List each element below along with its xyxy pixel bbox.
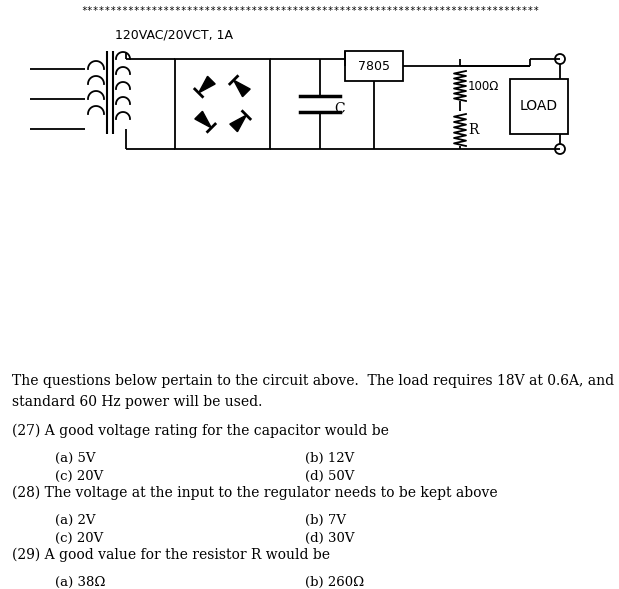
Text: (a) 38Ω: (a) 38Ω bbox=[55, 576, 105, 589]
Text: C: C bbox=[334, 102, 345, 116]
Polygon shape bbox=[233, 80, 250, 97]
Text: (c) 20V: (c) 20V bbox=[55, 470, 103, 483]
Text: 120VAC/20VCT, 1A: 120VAC/20VCT, 1A bbox=[115, 29, 233, 42]
Polygon shape bbox=[195, 111, 211, 128]
Text: (28) The voltage at the input to the regulator needs to be kept above: (28) The voltage at the input to the reg… bbox=[12, 486, 498, 501]
Text: The questions below pertain to the circuit above.  The load requires 18V at 0.6A: The questions below pertain to the circu… bbox=[12, 374, 619, 409]
Text: R: R bbox=[468, 123, 478, 137]
Text: 100Ω: 100Ω bbox=[468, 80, 500, 92]
Text: (b) 12V: (b) 12V bbox=[305, 452, 354, 465]
Text: (b) 7V: (b) 7V bbox=[305, 514, 346, 527]
Text: (a) 5V: (a) 5V bbox=[55, 452, 95, 465]
Bar bbox=[345, 51, 403, 81]
Text: (d) 30V: (d) 30V bbox=[305, 532, 355, 545]
Text: ******************************************************************************: ****************************************… bbox=[81, 6, 539, 16]
Polygon shape bbox=[230, 115, 246, 132]
Bar bbox=[175, 59, 270, 149]
Text: (b) 260Ω: (b) 260Ω bbox=[305, 576, 364, 589]
Text: (27) A good voltage rating for the capacitor would be: (27) A good voltage rating for the capac… bbox=[12, 424, 389, 438]
Text: (d) 50V: (d) 50V bbox=[305, 470, 354, 483]
Text: (29) A good value for the resistor R would be: (29) A good value for the resistor R wou… bbox=[12, 548, 330, 562]
Text: (a) 2V: (a) 2V bbox=[55, 514, 95, 527]
Text: 7805: 7805 bbox=[358, 59, 390, 72]
Text: LOAD: LOAD bbox=[520, 100, 558, 114]
Polygon shape bbox=[199, 77, 215, 93]
Bar bbox=[510, 79, 568, 134]
Text: (c) 20V: (c) 20V bbox=[55, 532, 103, 545]
